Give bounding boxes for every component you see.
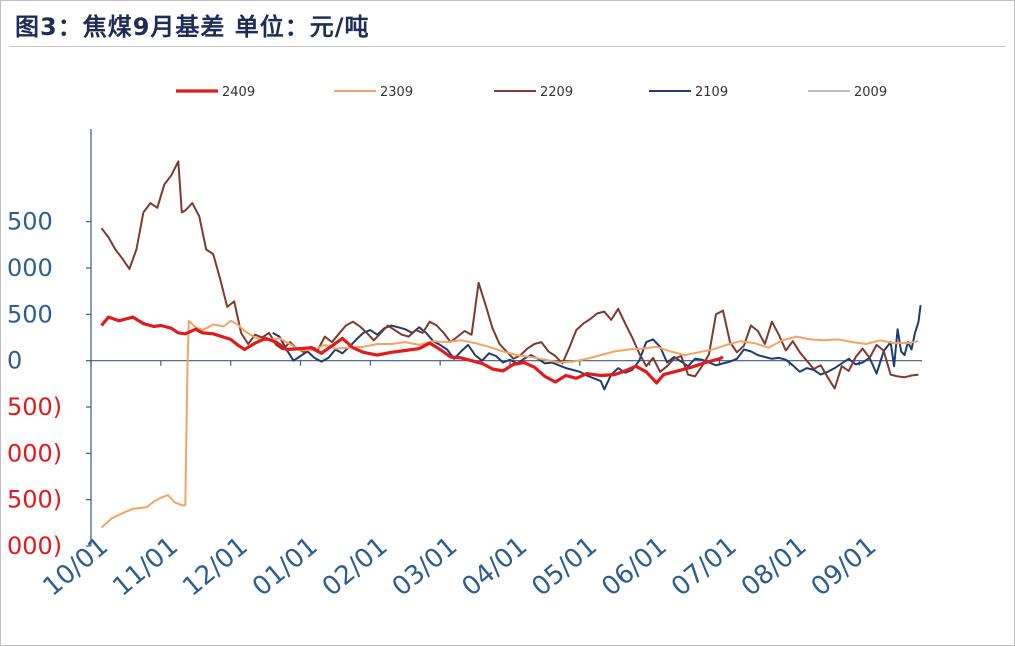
series-line-2409 — [100, 315, 724, 385]
x-tick-label: 01/01 — [247, 531, 324, 602]
x-tick-label: 07/01 — [666, 531, 743, 602]
y-tick-label: 000 — [7, 254, 53, 282]
x-tick-label: 08/01 — [736, 531, 813, 602]
x-tick-label: 03/01 — [387, 531, 464, 602]
y-tick-label: 000) — [7, 532, 62, 560]
y-tick-label: 500 — [7, 208, 53, 236]
series-line-2109 — [272, 304, 922, 391]
x-tick-label: 02/01 — [317, 531, 394, 602]
y-tick-label: 0 — [7, 347, 22, 375]
legend-label: 2109 — [695, 85, 728, 100]
legend-label: 2309 — [380, 85, 413, 100]
x-tick-label: 05/01 — [526, 531, 603, 602]
y-tick-label: 500) — [7, 393, 62, 421]
series-line-2309 — [100, 319, 919, 529]
y-tick-label: 000) — [7, 439, 62, 467]
legend-label: 2409 — [222, 85, 255, 100]
chart-title: 图3：焦煤9月基差 单位：元/吨 — [15, 13, 370, 41]
legend-label: 2009 — [854, 85, 887, 100]
x-tick-label: 09/01 — [806, 531, 883, 602]
title-divider — [9, 46, 1006, 47]
legend-label: 2209 — [540, 85, 573, 100]
x-tick-label: 04/01 — [457, 531, 534, 602]
x-tick-label: 11/01 — [107, 531, 184, 602]
series-line-2209 — [100, 160, 919, 390]
y-tick-label: 500) — [7, 486, 62, 514]
y-tick-label: 500 — [7, 300, 53, 328]
x-tick-label: 06/01 — [596, 531, 673, 602]
x-tick-label: 12/01 — [177, 531, 254, 602]
